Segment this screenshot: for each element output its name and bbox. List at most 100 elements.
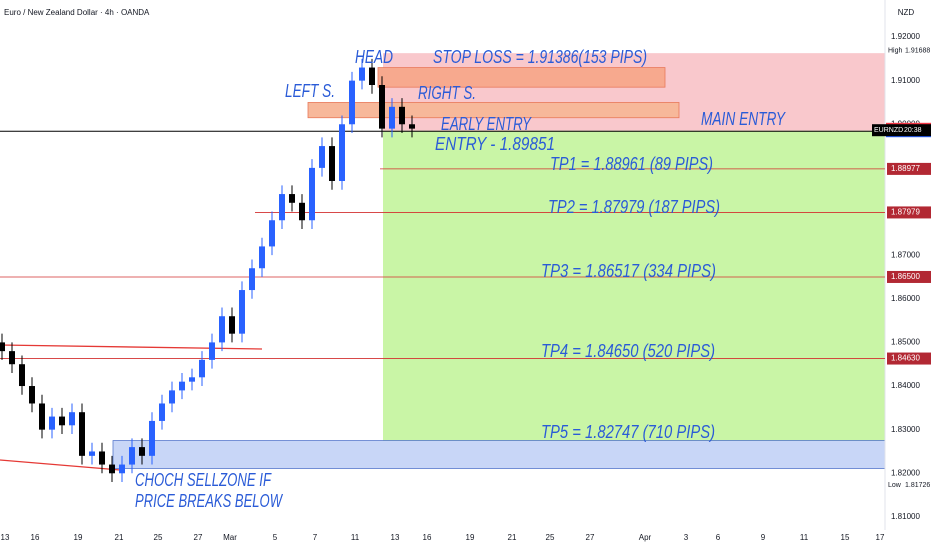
candle-body	[199, 359, 205, 378]
annotation: TP1 = 1.88961 (89 PIPS)	[550, 154, 713, 174]
candle-body	[379, 85, 385, 129]
y-tick-label: 1.81000	[891, 512, 920, 521]
annotation: TP5 = 1.82747 (710 PIPS)	[541, 422, 715, 442]
x-tick-label: 5	[273, 533, 278, 542]
candle-body	[139, 447, 145, 456]
y-tick-label: 1.87000	[891, 250, 920, 259]
candle-body	[319, 146, 325, 168]
x-tick-label: 16	[423, 533, 432, 542]
zone	[383, 130, 885, 442]
symbol: EURNZD	[874, 127, 903, 134]
zone	[112, 440, 886, 469]
annotation: STOP LOSS = 1.91386(153 PIPS)	[433, 47, 647, 67]
x-tick-label: 13	[391, 533, 400, 542]
candle-body	[149, 420, 155, 456]
candle-body	[339, 124, 345, 181]
level-label: 1.86500	[891, 272, 920, 281]
y-tick-label: 1.85000	[891, 338, 920, 347]
candle-body	[129, 447, 135, 465]
chart-title: Euro / New Zealand Dollar · 4h · OANDA	[4, 8, 150, 17]
candle-body	[69, 412, 75, 426]
x-tick-label: 3	[684, 533, 689, 542]
candle-body	[79, 412, 85, 456]
candle-body	[359, 67, 365, 81]
candle-body	[219, 316, 225, 343]
candle-body	[299, 202, 305, 221]
candle-body	[279, 194, 285, 221]
candle-body	[249, 268, 255, 291]
x-tick-label: 17	[876, 533, 885, 542]
x-tick-label: 27	[586, 533, 595, 542]
candle-body	[269, 220, 275, 247]
candle-body	[289, 194, 295, 203]
annotation: HEAD	[355, 47, 393, 67]
candle-body	[19, 364, 25, 387]
level-tag	[887, 270, 931, 283]
candle-body	[239, 290, 245, 334]
x-tick-label: 21	[508, 533, 517, 542]
x-tick-label: Apr	[639, 533, 652, 542]
candle-body	[89, 451, 95, 456]
y-tick-label: 1.84000	[891, 381, 920, 390]
price-tag-name: Low	[888, 482, 902, 489]
x-tick-label: Mar	[223, 533, 237, 542]
level-label: 1.88977	[891, 164, 920, 173]
x-tick-label: 25	[546, 533, 555, 542]
y-tick-label: 1.91000	[891, 76, 920, 85]
candle-body	[369, 67, 375, 86]
x-tick-label: 13	[1, 533, 10, 542]
candle-body	[49, 416, 55, 430]
annotation: CHOCH SELLZONE IF	[135, 470, 272, 490]
candle-body	[209, 342, 215, 360]
candle-body	[399, 106, 405, 125]
candle-body	[309, 167, 315, 221]
candle-body	[109, 464, 115, 474]
candle-body	[189, 377, 195, 382]
candle-body	[9, 351, 15, 365]
x-tick-label: 7	[313, 533, 318, 542]
x-tick-label: 11	[800, 533, 809, 542]
price-tag-name: High	[888, 47, 903, 54]
annotation: TP2 = 1.87979 (187 PIPS)	[548, 197, 720, 217]
candle-body	[229, 316, 235, 334]
level-label: 1.84630	[891, 354, 920, 363]
price-tag	[886, 479, 931, 492]
candle-body	[179, 381, 185, 391]
candle-body	[0, 342, 5, 352]
annotation: PRICE BREAKS BELOW	[135, 491, 283, 511]
candle-body	[389, 106, 395, 129]
level-tag	[887, 162, 931, 175]
level-label: 1.87979	[891, 208, 920, 217]
annotation: RIGHT S.	[418, 83, 476, 103]
candle-body	[169, 390, 175, 404]
time: 20:38	[904, 127, 922, 134]
x-tick-label: 9	[761, 533, 766, 542]
x-tick-label: 27	[194, 533, 203, 542]
x-tick-label: 16	[31, 533, 40, 542]
y-tick-label: 1.83000	[891, 425, 920, 434]
y-tick-label: 1.82000	[891, 468, 920, 477]
candle-body	[59, 416, 65, 426]
candle-body	[39, 403, 45, 430]
zone	[377, 67, 666, 88]
price-tag	[886, 44, 931, 57]
candle-body	[409, 124, 415, 129]
x-tick-label: 15	[841, 533, 850, 542]
annotation: MAIN ENTRY	[701, 109, 787, 129]
candle-body	[119, 464, 125, 474]
trend-line	[0, 459, 121, 471]
annotation: EARLY ENTRY	[441, 114, 532, 134]
level-tag	[887, 206, 931, 219]
candle-body	[329, 146, 335, 181]
price-tag-value: 1.81726	[905, 482, 930, 489]
annotation: TP4 = 1.84650 (520 PIPS)	[541, 341, 715, 361]
price-tag-value: 1.91688	[905, 47, 930, 54]
y-tick-label: 1.92000	[891, 32, 920, 41]
x-tick-label: 19	[74, 533, 83, 542]
currency: NZD	[898, 8, 915, 17]
x-tick-label: 6	[716, 533, 721, 542]
y-tick-label: 1.86000	[891, 294, 920, 303]
trend-line	[0, 344, 263, 350]
candle-body	[29, 386, 35, 404]
